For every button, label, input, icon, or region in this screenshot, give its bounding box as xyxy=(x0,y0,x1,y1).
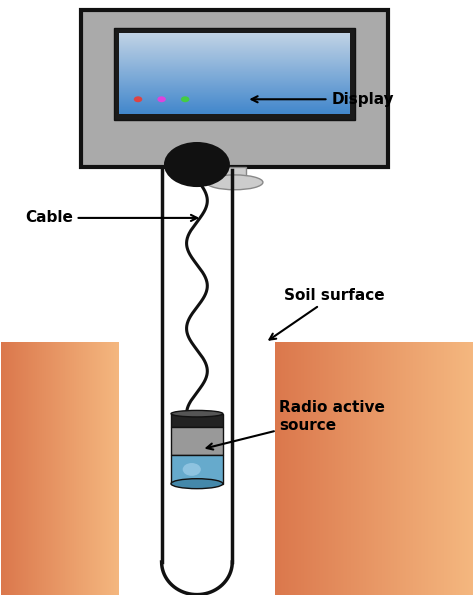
Ellipse shape xyxy=(164,142,230,187)
Text: Soil surface: Soil surface xyxy=(270,287,385,340)
Bar xyxy=(171,414,223,427)
Ellipse shape xyxy=(157,97,166,103)
Bar xyxy=(223,167,246,182)
Text: Display: Display xyxy=(252,92,394,107)
Bar xyxy=(189,164,205,179)
Bar xyxy=(115,28,355,120)
Text: Cable: Cable xyxy=(25,210,197,225)
Text: Radio active
source: Radio active source xyxy=(207,401,385,449)
Ellipse shape xyxy=(181,97,190,103)
Bar xyxy=(162,170,232,562)
Ellipse shape xyxy=(171,411,223,417)
Ellipse shape xyxy=(182,463,201,476)
Ellipse shape xyxy=(206,175,263,190)
Bar xyxy=(171,427,223,455)
Ellipse shape xyxy=(171,479,223,489)
Bar xyxy=(171,455,223,484)
Bar xyxy=(82,10,388,167)
Ellipse shape xyxy=(162,529,232,595)
Ellipse shape xyxy=(134,97,142,103)
